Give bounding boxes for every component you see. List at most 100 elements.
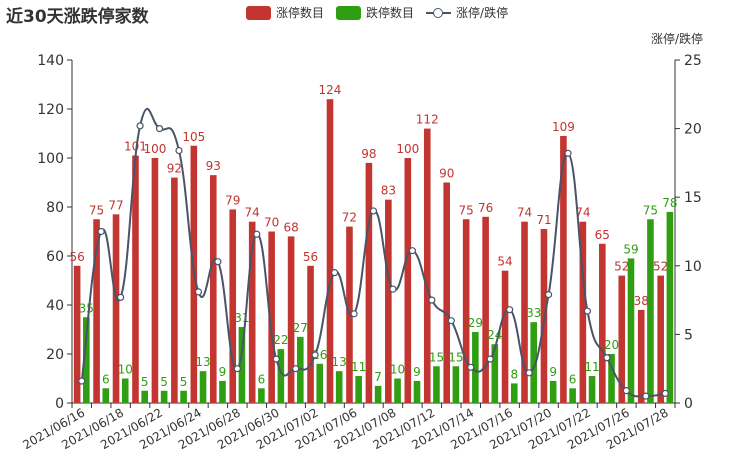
data-label-limit-down: 22 — [273, 333, 288, 347]
bar-limit-down — [472, 331, 479, 403]
data-label-limit-up: 77 — [108, 198, 123, 212]
data-label-limit-up: 83 — [381, 184, 396, 198]
y-right-axis-label: 涨停/跌停 — [651, 31, 703, 46]
bar-limit-down — [141, 390, 148, 403]
bar-limit-up — [443, 182, 451, 403]
bar-limit-up — [637, 309, 645, 403]
data-label-limit-up: 76 — [478, 201, 493, 215]
data-label-limit-down: 9 — [549, 365, 557, 379]
bar-limit-up — [326, 99, 334, 403]
legend-item-limit-down[interactable]: 跌停数目 — [336, 4, 414, 21]
bar-limit-up — [112, 214, 120, 403]
point-ratio — [233, 365, 241, 373]
point-ratio — [389, 285, 397, 293]
point-ratio — [369, 207, 378, 215]
data-label-limit-down: 9 — [413, 365, 421, 379]
bar-limit-up — [365, 162, 373, 403]
data-label-limit-up: 100 — [143, 142, 166, 156]
point-ratio — [467, 363, 475, 371]
point-ratio — [583, 307, 592, 315]
bar-limit-up — [73, 265, 81, 403]
bar-limit-up — [171, 177, 178, 403]
bar-limit-down — [627, 258, 635, 403]
data-label-limit-up: 100 — [396, 142, 419, 156]
bar-limit-down — [491, 344, 499, 403]
data-label-limit-down: 27 — [293, 321, 308, 335]
point-ratio — [525, 369, 533, 377]
data-label-limit-down: 6 — [258, 372, 266, 386]
data-label-limit-up: 101 — [124, 140, 147, 154]
point-ratio — [78, 377, 86, 385]
bar-limit-down — [374, 385, 382, 403]
data-label-limit-up: 98 — [361, 147, 376, 161]
data-label-limit-down: 13 — [195, 355, 210, 369]
y-left-tick-label: 20 — [46, 347, 64, 363]
point-ratio — [544, 291, 553, 299]
y-left-tick-label: 120 — [37, 102, 64, 118]
bar-limit-down — [199, 371, 207, 403]
data-label-limit-up: 75 — [459, 203, 474, 217]
y-left-tick-label: 80 — [46, 200, 64, 216]
bar-limit-up — [248, 221, 256, 403]
bar-limit-down — [608, 354, 615, 403]
bar-limit-up — [307, 265, 314, 403]
bar-limit-up — [579, 221, 587, 403]
data-label-limit-down: 59 — [623, 242, 638, 256]
bar-limit-up — [93, 219, 100, 403]
bar-limit-up — [618, 275, 626, 403]
data-label-limit-down: 9 — [219, 365, 227, 379]
y-right-tick-label: 25 — [684, 53, 702, 69]
bar-limit-down — [316, 363, 324, 403]
data-label-limit-down: 33 — [526, 306, 541, 320]
point-ratio — [330, 269, 339, 277]
legend-label-limit-down: 跌停数目 — [366, 6, 415, 20]
data-label-limit-up: 75 — [89, 203, 104, 217]
bar-limit-down — [433, 366, 440, 403]
bar-limit-up — [404, 158, 412, 403]
bar-limit-down — [413, 380, 421, 403]
point-ratio — [272, 355, 280, 363]
data-label-limit-up: 74 — [517, 206, 532, 220]
data-label-limit-down: 75 — [643, 203, 658, 217]
bar-limit-down — [180, 390, 187, 403]
bar-limit-down — [335, 371, 343, 403]
bar-limit-down — [102, 388, 110, 403]
bar-limit-down — [258, 388, 265, 403]
data-label-limit-up: 52 — [614, 260, 629, 274]
bar-limit-up — [657, 275, 664, 403]
point-ratio — [136, 122, 144, 130]
data-label-limit-up: 124 — [319, 83, 342, 97]
bar-limit-down — [569, 388, 576, 403]
bar-limit-up — [287, 236, 295, 403]
data-label-limit-down: 5 — [160, 375, 168, 389]
bar-limit-down — [666, 211, 674, 403]
data-label-limit-up: 68 — [283, 220, 298, 234]
legend-swatch-limit-up — [246, 5, 271, 20]
data-label-limit-up: 72 — [342, 211, 357, 225]
bar-limit-up — [268, 231, 275, 403]
bar-limit-down — [394, 378, 401, 403]
data-label-limit-down: 6 — [102, 372, 110, 386]
point-ratio — [428, 296, 436, 304]
point-ratio — [175, 146, 183, 155]
legend-swatch-limit-down — [336, 5, 362, 20]
y-left-tick-label: 140 — [37, 53, 64, 69]
point-ratio — [486, 355, 494, 363]
point-ratio — [642, 392, 650, 400]
bar-limit-down — [530, 322, 538, 403]
point-ratio — [214, 258, 222, 266]
legend-item-limit-up[interactable]: 涨停数目 — [246, 4, 324, 21]
bar-limit-down — [121, 378, 129, 403]
data-label-limit-down: 6 — [569, 372, 577, 386]
data-label-limit-up: 74 — [575, 206, 590, 220]
y-right-tick-label: 15 — [684, 190, 702, 206]
data-label-limit-up: 90 — [439, 167, 454, 181]
bar-limit-up — [501, 270, 509, 403]
data-label-limit-down: 11 — [351, 360, 366, 374]
data-label-limit-down: 11 — [584, 360, 599, 374]
bar-limit-up — [423, 128, 431, 403]
legend-item-ratio[interactable]: 涨停/跌停 — [426, 4, 508, 21]
data-label-limit-down: 15 — [448, 350, 463, 364]
data-label-limit-down: 15 — [429, 350, 444, 364]
data-label-limit-down: 78 — [662, 196, 677, 210]
